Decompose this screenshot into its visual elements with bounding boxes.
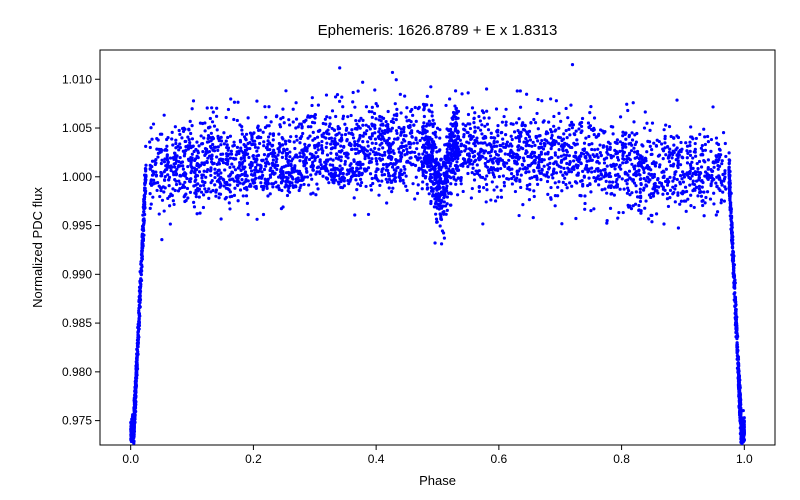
y-tick-label: 1.010 [62, 72, 92, 86]
x-tick-label: 0.2 [245, 452, 262, 466]
y-axis-label: Normalized PDC flux [30, 187, 45, 308]
chart-container: 0.0 0.2 0.4 0.6 0.8 1.0 0.975 0.980 0.985 0.990 0.… [0, 0, 800, 500]
x-tick-label: 0.8 [613, 452, 630, 466]
y-tick-label: 0.995 [62, 219, 92, 233]
y-tick-label: 0.980 [62, 365, 92, 379]
y-tick-label: 0.975 [62, 414, 92, 428]
plot-frame [100, 50, 775, 445]
y-tick-label: 1.000 [62, 170, 92, 184]
y-tick-label: 1.005 [62, 121, 92, 135]
x-tick-label: 0.0 [122, 452, 139, 466]
data-points [129, 63, 746, 445]
x-axis-label: Phase [419, 473, 456, 488]
y-tick-label: 0.985 [62, 316, 92, 330]
y-tick-label: 0.990 [62, 267, 92, 281]
chart-title: Ephemeris: 1626.8789 + E x 1.8313 [318, 22, 558, 39]
x-tick-label: 0.4 [368, 452, 385, 466]
phase-lightcurve-chart: 0.0 0.2 0.4 0.6 0.8 1.0 0.975 0.980 0.985 0.990 0.… [0, 0, 800, 500]
x-tick-label: 0.6 [491, 452, 508, 466]
x-tick-label: 1.0 [736, 452, 753, 466]
